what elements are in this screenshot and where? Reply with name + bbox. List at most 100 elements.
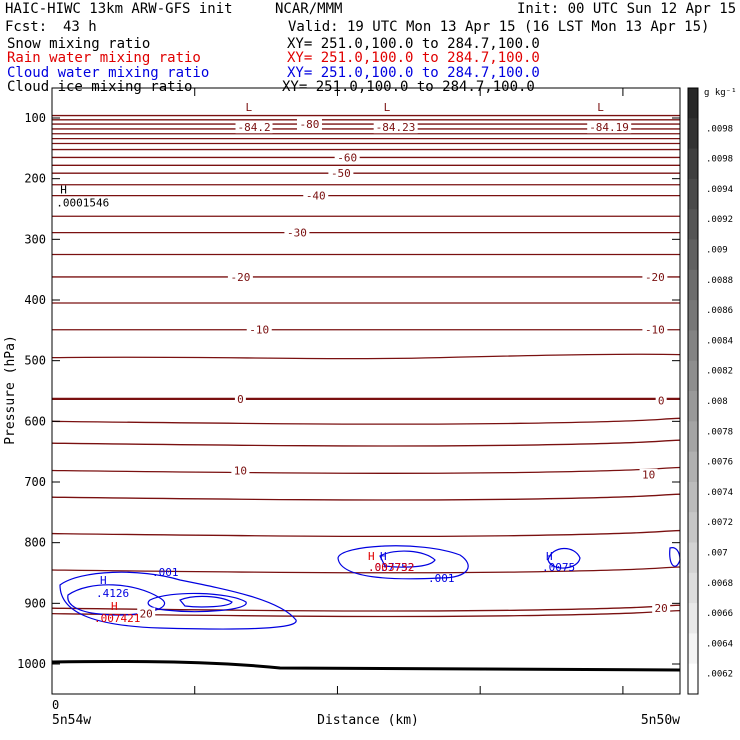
cloud-water-max-value: .0075	[542, 561, 575, 574]
isotherm-label: -20	[230, 271, 250, 284]
isotherm-line	[52, 467, 680, 473]
y-tick-label: 300	[24, 232, 46, 246]
rain-water-max-value: .003732	[368, 561, 414, 574]
x-right-label: 5n50w	[641, 713, 680, 728]
snow-max-value: .0001546	[56, 197, 109, 210]
cloud-water-contour	[670, 548, 680, 567]
y-tick-label: 100	[24, 111, 46, 125]
colorbar-swatch	[688, 361, 698, 392]
colorbar-swatch	[688, 452, 698, 483]
isotherm-label: 20	[140, 608, 153, 621]
colorbar-swatch	[688, 118, 698, 149]
isotherm-label: -30	[287, 227, 307, 240]
colorbar-label: .0078	[706, 427, 733, 437]
isotherm-line	[52, 440, 680, 446]
colorbar-swatch	[688, 573, 698, 604]
x-axis-label: Distance (km)	[317, 713, 419, 728]
colorbar-unit: g kg⁻¹	[704, 88, 737, 98]
colorbar-label: .0062	[706, 670, 733, 680]
isotherm-label: -10	[645, 324, 665, 337]
cloud-water-max-marker: H	[100, 574, 107, 587]
colorbar-swatch	[688, 421, 698, 452]
colorbar-label: .0094	[706, 185, 733, 195]
colorbar-label: .007	[706, 549, 728, 559]
cloud-water-contour-label: .001	[152, 566, 179, 579]
colorbar-label: .0098	[706, 155, 733, 165]
colorbar-label: .0086	[706, 306, 733, 316]
colorbar-swatch	[688, 179, 698, 210]
colorbar-label: .0098	[706, 124, 733, 134]
isotherm-label: -20	[645, 271, 665, 284]
colorbar-swatch	[688, 543, 698, 574]
colorbar: g kg⁻¹ .0098 .0098 .0094 .0092 .009 .0088 .0086…	[688, 88, 737, 695]
minimum-value: -84.23	[376, 121, 416, 134]
y-tick-label: 1000	[17, 657, 46, 671]
isotherm-line	[52, 494, 680, 500]
minimum-value: -84.2	[238, 121, 271, 134]
isotherm-line	[52, 354, 680, 358]
y-tick-label: 900	[24, 596, 46, 610]
cloud-water-contour-label: .001	[428, 572, 455, 585]
rain-water-max-value: .007421	[94, 612, 140, 625]
minimum-value: -84.19	[589, 121, 629, 134]
plot-border	[52, 88, 680, 694]
isotherm-label: 0	[237, 393, 244, 406]
colorbar-label: .0092	[706, 215, 733, 225]
isotherm-label: -10	[249, 324, 269, 337]
colorbar-label: .0076	[706, 458, 733, 468]
isotherm-label: -40	[306, 190, 326, 203]
colorbar-label: .0068	[706, 579, 733, 589]
isotherm-line	[52, 418, 680, 424]
colorbar-swatch	[688, 391, 698, 422]
isotherm-label: -60	[337, 151, 357, 164]
y-tick-label: 700	[24, 475, 46, 489]
isotherm-label: 10	[234, 464, 247, 477]
colorbar-swatch	[688, 209, 698, 240]
colorbar-swatch	[688, 300, 698, 331]
colorbar-swatch	[688, 633, 698, 664]
cross-section-plot: 100200300400500600700800900100005n54w 5n5…	[0, 0, 740, 740]
plot-frame	[52, 88, 680, 694]
y-tick-label: 200	[24, 172, 46, 186]
y-tick-label: 800	[24, 536, 46, 550]
colorbar-label: .0066	[706, 609, 733, 619]
isotherm-label: 0	[658, 395, 665, 408]
colorbar-swatch	[688, 88, 698, 119]
terrain-line	[52, 661, 680, 670]
minimum-marker: L	[246, 101, 253, 114]
isotherm-label: -50	[331, 167, 351, 180]
colorbar-label: .0074	[706, 488, 733, 498]
colorbar-swatch	[688, 664, 698, 695]
isotherm-line	[52, 531, 680, 537]
colorbar-label: .0082	[706, 367, 733, 377]
y-tick-label: 600	[24, 414, 46, 428]
y-tick-label: 500	[24, 354, 46, 368]
colorbar-swatch	[688, 240, 698, 271]
minimum-marker: L	[597, 101, 604, 114]
colorbar-label: .0088	[706, 276, 733, 286]
colorbar-swatch	[688, 270, 698, 301]
isotherm-label: -80	[300, 118, 320, 131]
colorbar-label: .0072	[706, 518, 733, 528]
colorbar-swatch	[688, 330, 698, 361]
isotherm-label: 10	[642, 469, 655, 482]
plot-canvas: HAIC-HIWC 13km ARW-GFS init NCAR/MMM Ini…	[0, 0, 740, 740]
x-left-label: 5n54w	[52, 713, 91, 728]
x-tick-label: 0	[52, 698, 59, 712]
cloud-water-max-value: .4126	[96, 587, 129, 600]
colorbar-swatch	[688, 149, 698, 180]
isotherm-label: 20	[655, 602, 668, 615]
temperature-contours	[52, 116, 680, 670]
colorbar-swatch	[688, 512, 698, 543]
colorbar-label: .009	[706, 246, 728, 256]
minimum-marker: L	[384, 101, 391, 114]
colorbar-label: .0084	[706, 336, 733, 346]
snow-max-marker: H	[60, 184, 67, 197]
colorbar-label: .0064	[706, 639, 733, 649]
y-axis-label: Pressure (hPa)	[3, 335, 18, 445]
y-tick-label: 400	[24, 293, 46, 307]
colorbar-swatch	[688, 603, 698, 634]
isotherm-line	[52, 567, 680, 573]
cloud-water-contour	[180, 596, 232, 607]
colorbar-swatch	[688, 482, 698, 513]
